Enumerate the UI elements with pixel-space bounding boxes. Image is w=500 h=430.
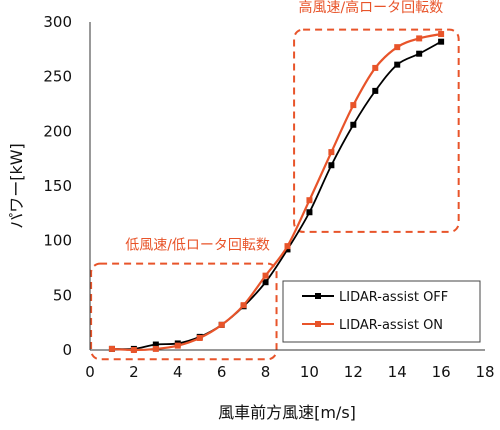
data-point-lidar-assist-on xyxy=(416,35,423,42)
data-point-lidar-assist-on xyxy=(438,31,445,38)
data-point-lidar-assist-off xyxy=(350,121,357,128)
legend-item-lidar-assist-off: LIDAR-assist OFF xyxy=(302,290,448,305)
data-point-lidar-assist-on xyxy=(108,345,115,352)
x-tick-label: 8 xyxy=(261,363,271,381)
data-point-lidar-assist-on xyxy=(174,342,181,349)
y-tick-label: 100 xyxy=(43,232,72,250)
legend-swatch-marker xyxy=(315,321,321,327)
legend-item-lidar-assist-on: LIDAR-assist ON xyxy=(302,318,443,333)
low-wind-region-box xyxy=(90,262,278,361)
data-point-lidar-assist-on xyxy=(218,321,225,328)
data-point-lidar-assist-on xyxy=(152,345,159,352)
data-point-lidar-assist-on xyxy=(328,149,335,156)
x-axis-title: 風車前方風速[m/s] xyxy=(218,403,356,422)
data-point-lidar-assist-off xyxy=(394,61,401,68)
legend-label: LIDAR-assist ON xyxy=(339,318,443,333)
legend-swatch-marker xyxy=(315,293,321,299)
y-tick-label: 0 xyxy=(62,341,72,359)
y-tick-label: 150 xyxy=(43,177,72,195)
x-tick-label: 16 xyxy=(432,363,451,381)
data-point-lidar-assist-off xyxy=(284,246,291,253)
y-tick-label: 250 xyxy=(43,68,72,86)
y-tick-label: 50 xyxy=(53,286,72,304)
series-line-lidar-assist-off xyxy=(111,40,442,351)
x-tick-label: 18 xyxy=(475,363,494,381)
x-tick-label: 2 xyxy=(129,363,139,381)
legend: LIDAR-assist OFF LIDAR-assist ON xyxy=(282,280,481,343)
x-tick-label: 6 xyxy=(217,363,227,381)
legend-box xyxy=(282,280,481,343)
x-tick-label: 14 xyxy=(388,363,407,381)
x-tick-label: 4 xyxy=(173,363,183,381)
data-point-lidar-assist-on xyxy=(130,347,137,353)
y-axis-title: パワー[kW] xyxy=(7,143,26,229)
x-tick-labels: 0 2 4 6 8 10 12 14 16 18 xyxy=(85,363,494,381)
x-tick-label: 0 xyxy=(85,363,95,381)
y-tick-labels: 0 50 100 150 200 250 300 xyxy=(43,13,72,359)
low-wind-region-label: 低風速/低ロータ回転数 xyxy=(125,237,270,253)
series-lidar-assist-on xyxy=(108,31,445,353)
high-wind-region-label: 高風速/高ロータ回転数 xyxy=(298,0,443,16)
y-tick-label: 200 xyxy=(43,122,72,140)
high-wind-region-box xyxy=(293,28,460,233)
data-point-lidar-assist-off xyxy=(372,87,379,94)
data-point-lidar-assist-off xyxy=(152,341,159,348)
series-line-lidar-assist-on xyxy=(111,32,442,352)
x-tick-label: 10 xyxy=(300,363,319,381)
data-point-lidar-assist-on xyxy=(306,197,313,204)
data-point-lidar-assist-off xyxy=(306,209,313,216)
data-point-lidar-assist-on xyxy=(196,334,203,341)
data-point-lidar-assist-on xyxy=(240,302,247,309)
data-point-lidar-assist-off xyxy=(328,162,335,169)
legend-label: LIDAR-assist OFF xyxy=(339,290,448,305)
data-point-lidar-assist-on xyxy=(284,243,291,250)
data-point-lidar-assist-on xyxy=(394,44,401,51)
x-tick-label: 12 xyxy=(344,363,363,381)
data-point-lidar-assist-on xyxy=(372,64,379,71)
data-point-lidar-assist-off xyxy=(416,50,423,57)
y-tick-label: 300 xyxy=(43,13,72,31)
data-point-lidar-assist-on xyxy=(350,102,357,109)
data-point-lidar-assist-off xyxy=(262,279,269,286)
data-point-lidar-assist-on xyxy=(262,272,269,279)
data-point-lidar-assist-off xyxy=(438,38,445,45)
